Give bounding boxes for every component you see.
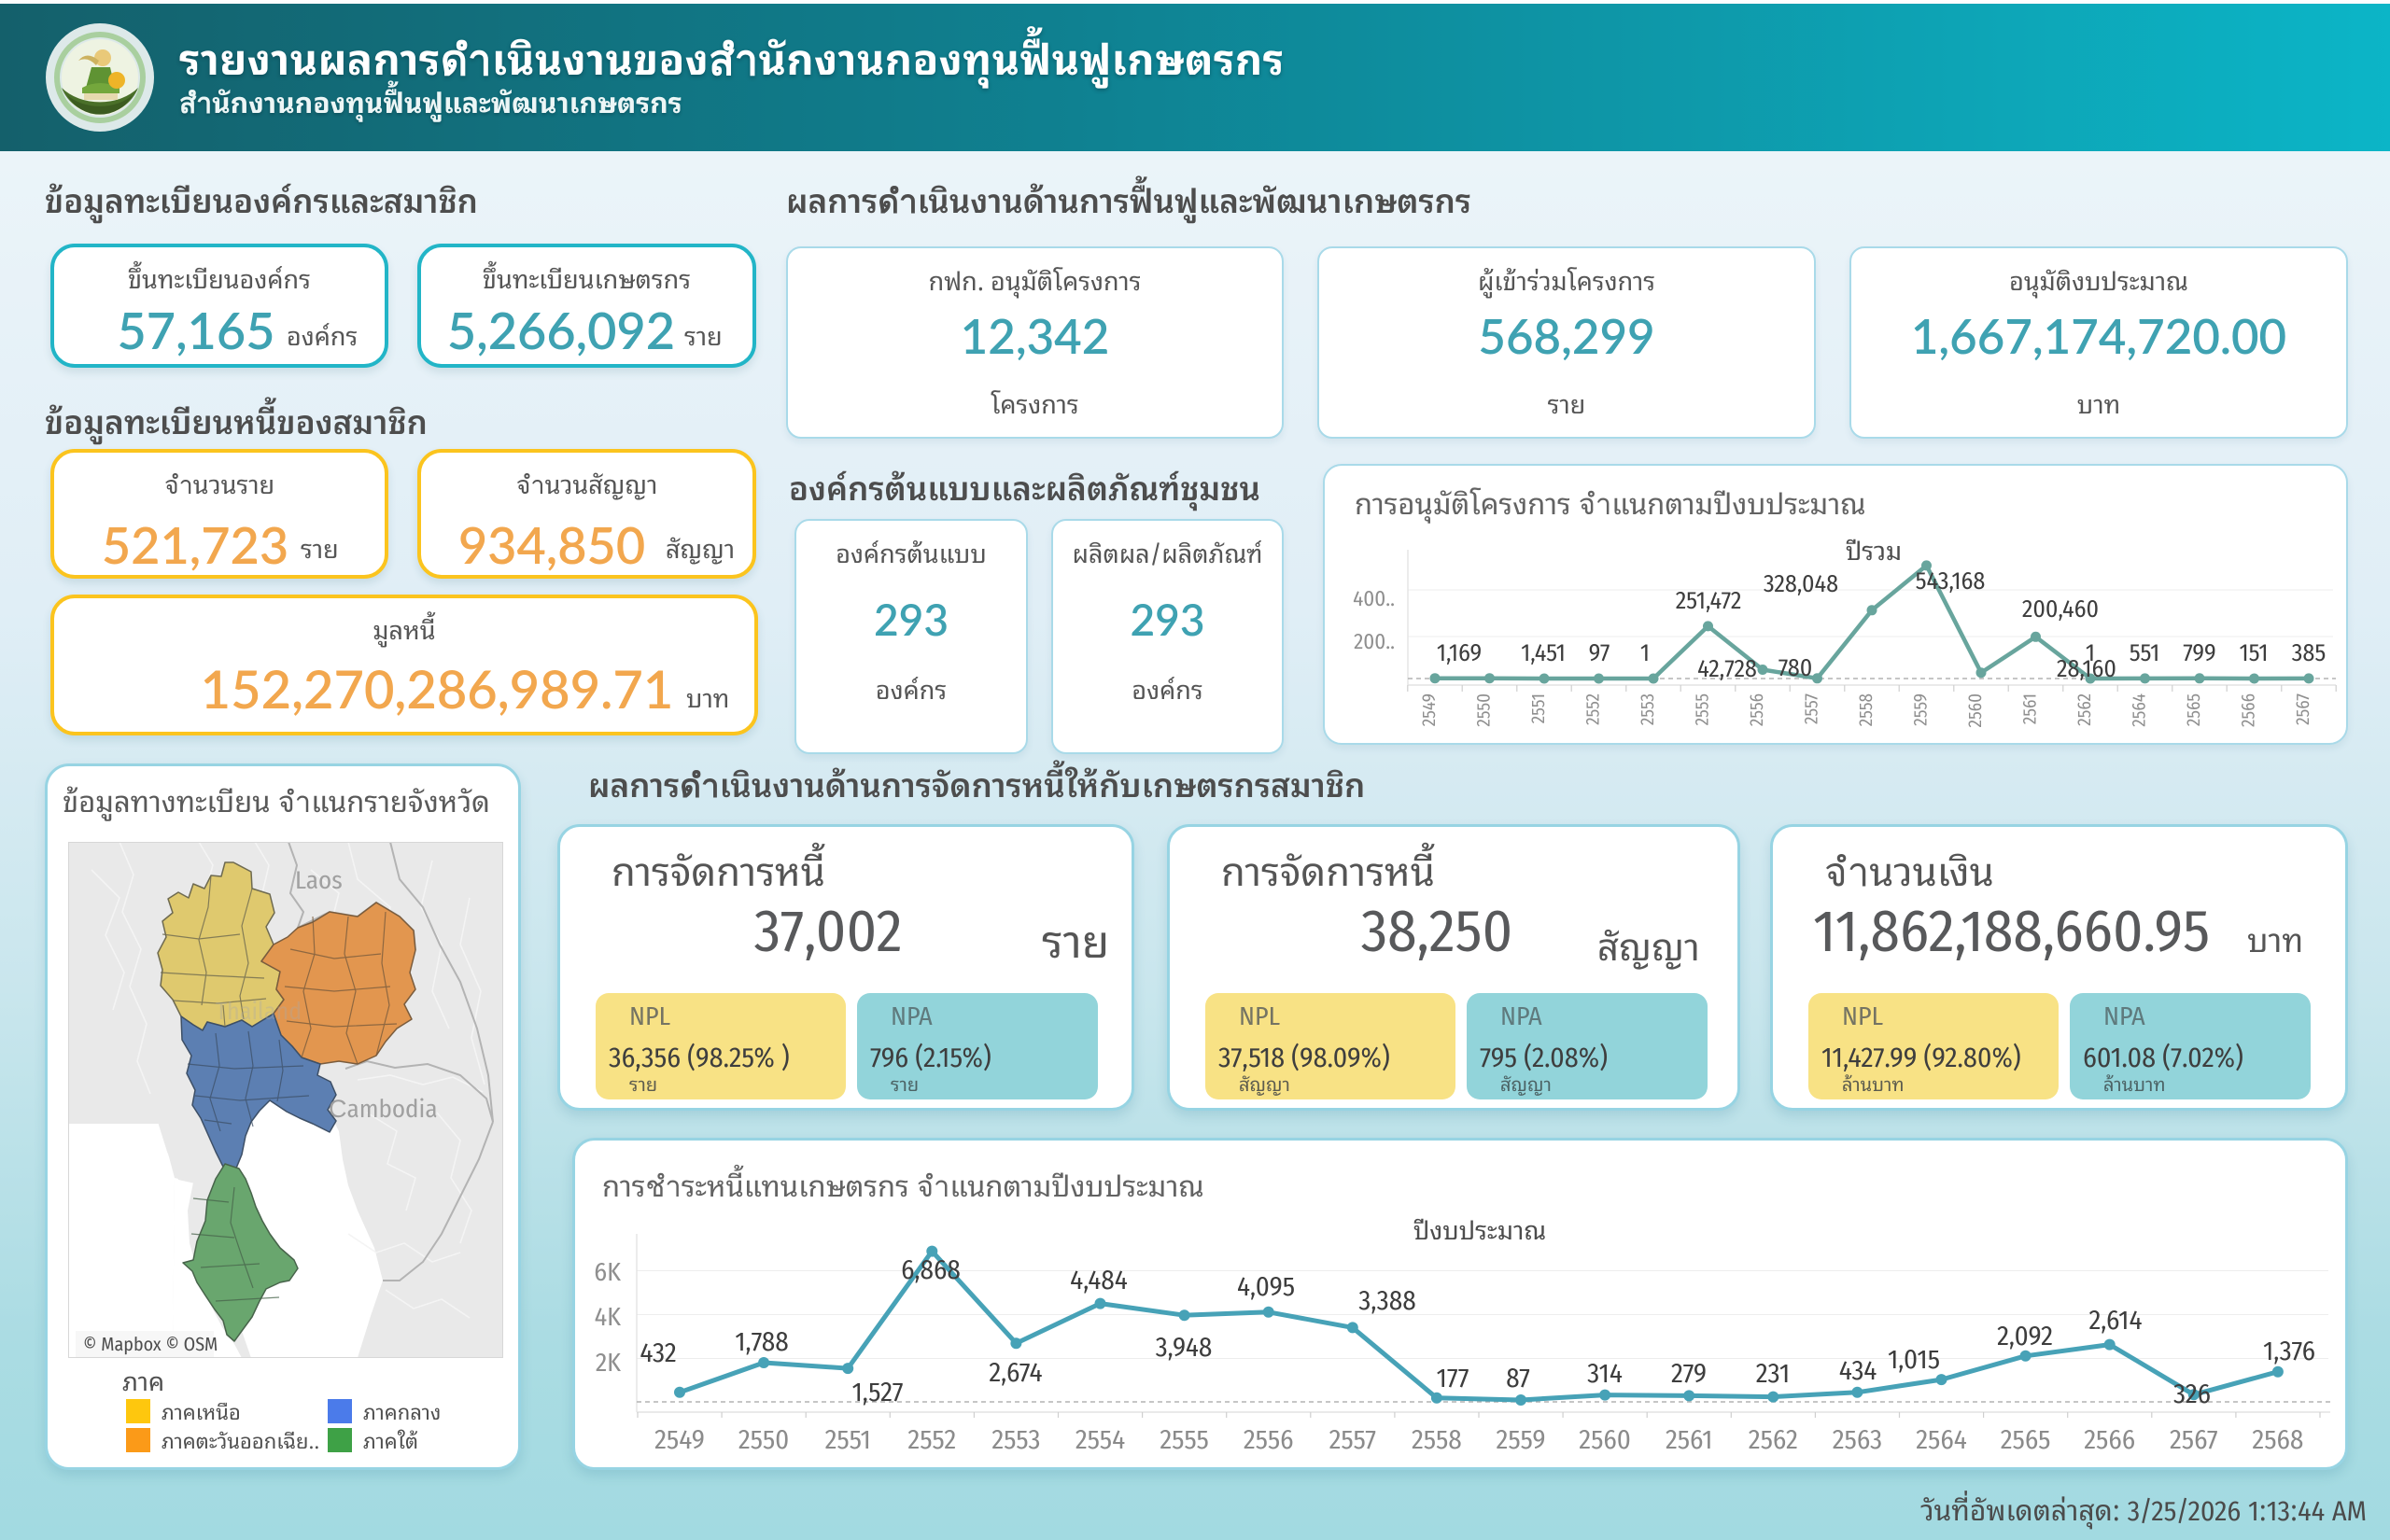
svg-text:2562: 2562	[2074, 693, 2096, 726]
svg-text:2557: 2557	[1802, 693, 1823, 724]
svg-text:Thailand: Thailand	[216, 997, 302, 1026]
svg-text:การชำระหนี้แทนเกษตรกร จำแนกตาม: การชำระหนี้แทนเกษตรกร จำแนกตามปีงบประมาณ	[602, 1160, 1204, 1207]
svg-text:3,388: 3,388	[1358, 1284, 1415, 1317]
svg-text:2549: 2549	[1419, 693, 1441, 726]
svg-text:2,092: 2,092	[1997, 1320, 2053, 1352]
svg-text:2552: 2552	[907, 1423, 956, 1456]
svg-text:2559: 2559	[1911, 693, 1933, 726]
svg-text:2565: 2565	[2184, 693, 2205, 726]
svg-text:2550: 2550	[1474, 693, 1496, 727]
svg-text:1,788: 1,788	[735, 1325, 789, 1358]
svg-text:1: 1	[1640, 638, 1650, 667]
svg-text:3,948: 3,948	[1156, 1331, 1213, 1364]
svg-text:87: 87	[1506, 1362, 1530, 1394]
svg-text:2555: 2555	[1160, 1423, 1208, 1456]
svg-text:2556: 2556	[1244, 1423, 1294, 1456]
svg-text:1,015: 1,015	[1888, 1343, 1940, 1376]
svg-text:2567: 2567	[2170, 1423, 2218, 1456]
svg-text:1,451: 1,451	[1521, 638, 1566, 667]
svg-text:328,048: 328,048	[1764, 569, 1838, 598]
svg-text:การอนุมัติโครงการ จำแนกตามปีงบ: การอนุมัติโครงการ จำแนกตามปีงบประมาณ	[1355, 478, 1866, 525]
svg-text:314: 314	[1587, 1357, 1623, 1390]
svg-text:1,376: 1,376	[2263, 1335, 2315, 1367]
svg-text:© Mapbox © OSM: © Mapbox © OSM	[83, 1334, 218, 1356]
svg-text:6K: 6K	[594, 1257, 621, 1288]
svg-text:2568: 2568	[2252, 1423, 2303, 1456]
svg-text:28,160: 28,160	[2057, 654, 2116, 683]
svg-text:97: 97	[1589, 638, 1610, 667]
svg-text:151: 151	[2240, 638, 2269, 667]
svg-text:432: 432	[640, 1337, 676, 1369]
svg-text:1,169: 1,169	[1437, 638, 1482, 667]
svg-text:2558: 2558	[1856, 693, 1877, 726]
svg-text:Laos: Laos	[295, 866, 343, 896]
svg-text:251,472: 251,472	[1676, 586, 1742, 615]
svg-text:42,728: 42,728	[1697, 654, 1757, 683]
svg-text:231: 231	[1756, 1357, 1790, 1390]
svg-text:200..: 200..	[1354, 629, 1395, 655]
svg-text:799: 799	[2183, 638, 2215, 667]
svg-text:2553: 2553	[1638, 693, 1659, 725]
svg-text:ปีงบประมาณ: ปีงบประมาณ	[1413, 1209, 1546, 1249]
svg-text:2554: 2554	[1076, 1423, 1125, 1456]
svg-text:4K: 4K	[595, 1302, 622, 1333]
svg-text:2556: 2556	[1747, 693, 1768, 726]
svg-text:2551: 2551	[1528, 693, 1550, 723]
svg-text:2558: 2558	[1412, 1423, 1462, 1456]
svg-text:2561: 2561	[1666, 1423, 1713, 1456]
svg-text:2549: 2549	[654, 1423, 705, 1456]
svg-text:2555: 2555	[1693, 693, 1714, 725]
svg-text:2553: 2553	[991, 1423, 1040, 1456]
svg-text:2K: 2K	[596, 1348, 621, 1379]
svg-text:200,460: 200,460	[2022, 595, 2099, 623]
svg-text:2561: 2561	[2020, 693, 2042, 724]
svg-text:326: 326	[2173, 1378, 2211, 1410]
svg-text:2565: 2565	[2001, 1423, 2051, 1456]
svg-text:780: 780	[1778, 653, 1813, 682]
svg-text:2557: 2557	[1329, 1423, 1376, 1456]
svg-text:551: 551	[2130, 638, 2160, 667]
svg-text:2560: 2560	[1965, 693, 1987, 727]
svg-text:177: 177	[1437, 1362, 1469, 1394]
svg-text:2564: 2564	[1916, 1423, 1967, 1456]
svg-text:4,095: 4,095	[1237, 1270, 1295, 1303]
svg-text:400..: 400..	[1353, 586, 1395, 612]
svg-text:4,484: 4,484	[1070, 1264, 1128, 1296]
svg-text:Cambodia: Cambodia	[329, 1095, 438, 1125]
svg-text:279: 279	[1671, 1357, 1707, 1390]
svg-text:2559: 2559	[1497, 1423, 1546, 1456]
svg-text:2563: 2563	[1833, 1423, 1882, 1456]
svg-text:385: 385	[2292, 638, 2327, 667]
svg-text:2552: 2552	[1583, 693, 1605, 725]
svg-text:2,614: 2,614	[2089, 1304, 2143, 1337]
svg-text:2564: 2564	[2130, 693, 2151, 727]
svg-text:434: 434	[1839, 1354, 1877, 1387]
svg-text:2551: 2551	[825, 1423, 871, 1456]
svg-text:2566: 2566	[2084, 1423, 2135, 1456]
svg-text:2562: 2562	[1749, 1423, 1798, 1456]
svg-text:2550: 2550	[738, 1423, 789, 1456]
svg-text:2,674: 2,674	[989, 1356, 1042, 1389]
svg-text:2566: 2566	[2239, 693, 2260, 727]
svg-text:543,168: 543,168	[1916, 567, 1986, 595]
svg-text:6,868: 6,868	[901, 1253, 961, 1286]
svg-text:2560: 2560	[1579, 1423, 1631, 1456]
svg-text:1,527: 1,527	[851, 1376, 903, 1408]
svg-text:2567: 2567	[2293, 693, 2314, 725]
svg-text:ปีรวม: ปีรวม	[1846, 529, 1902, 569]
svg-text:1: 1	[2086, 638, 2095, 667]
